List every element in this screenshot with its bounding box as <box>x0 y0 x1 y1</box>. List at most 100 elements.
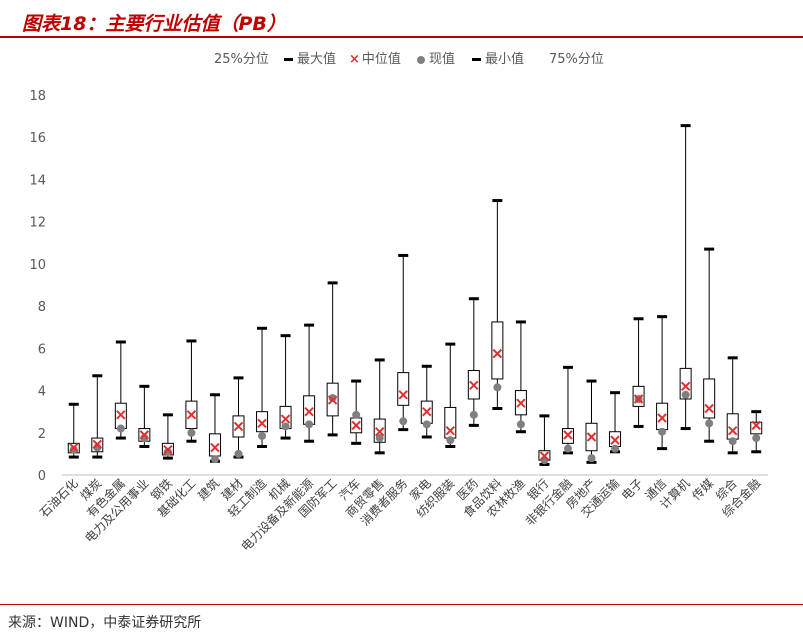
title-rule <box>0 36 803 38</box>
current-value-dot <box>563 444 572 453</box>
median-mark <box>163 444 173 455</box>
current-value-dot <box>69 445 78 454</box>
current-value-dot <box>163 447 172 456</box>
boxplot-chart: 024681012141618石油石化煤炭有色金属电力及公用事业钢铁基础化工建筑… <box>29 89 768 554</box>
page-title: 图表18：主要行业估值（PB） <box>22 13 286 35</box>
max-marker-icon <box>284 58 293 61</box>
x-mark-icon: × <box>349 52 360 67</box>
median-mark <box>92 439 103 450</box>
title-bar: 图表18：主要行业估值（PB） <box>0 0 803 38</box>
median-mark <box>422 406 432 417</box>
current-value-dot <box>658 427 667 436</box>
current-value-dot <box>375 434 384 443</box>
median-mark <box>186 410 197 420</box>
current-value-dot <box>305 420 314 429</box>
legend-current-label: 现值 <box>429 52 456 67</box>
legend-max-label: 最大值 <box>297 52 337 67</box>
legend-p25-label: 25%分位 <box>214 52 269 67</box>
iqr-box <box>750 421 763 435</box>
median-mark <box>633 394 644 404</box>
current-value-dot <box>258 431 267 440</box>
median-mark <box>257 418 267 428</box>
median-mark <box>116 410 126 420</box>
legend-p75: 75%分位 <box>549 48 604 67</box>
chart-legend: 25%分位 最大值 × 中位值 现值 最小值 75%分位 <box>0 48 803 68</box>
y-tick-label: 14 <box>29 173 46 188</box>
y-tick-label: 2 <box>38 427 46 442</box>
median-mark <box>563 430 573 440</box>
y-tick-label: 16 <box>29 131 46 146</box>
median-mark <box>539 451 550 461</box>
min-marker-icon <box>472 58 481 61</box>
median-mark <box>210 442 220 453</box>
median-mark <box>610 435 620 445</box>
current-value-dot <box>611 444 620 453</box>
iqr-box <box>256 411 269 433</box>
legend-median-label: 中位值 <box>361 52 401 67</box>
y-tick-label: 18 <box>29 89 46 104</box>
current-value-dot <box>422 420 431 429</box>
legend-p75-label: 75%分位 <box>549 52 604 67</box>
x-tick-label: 传媒 <box>689 476 717 504</box>
median-mark <box>304 406 314 417</box>
iqr-box <box>491 321 504 380</box>
median-mark <box>657 413 667 423</box>
current-value-dot <box>328 393 337 402</box>
legend-min: 最小值 <box>472 48 524 67</box>
current-value-dot <box>493 383 502 392</box>
current-value-dot <box>116 424 125 433</box>
median-mark <box>398 390 408 400</box>
iqr-box <box>726 413 739 440</box>
y-tick-label: 0 <box>38 469 46 484</box>
current-value-dot <box>752 434 761 443</box>
median-mark <box>280 414 291 424</box>
median-mark <box>586 432 597 442</box>
iqr-box <box>656 402 669 431</box>
median-mark <box>351 420 361 431</box>
current-value-dot <box>728 437 737 446</box>
median-mark <box>516 398 526 408</box>
iqr-box <box>397 372 410 406</box>
y-tick-label: 10 <box>29 258 46 273</box>
dot-icon <box>417 55 425 64</box>
y-tick-label: 4 <box>38 385 46 400</box>
y-tick-label: 6 <box>38 342 46 357</box>
iqr-box <box>679 367 692 400</box>
y-tick-label: 8 <box>38 300 46 315</box>
x-tick-label: 电子 <box>619 476 646 503</box>
footer-rule <box>0 604 803 605</box>
legend-current: 现值 <box>417 48 455 67</box>
current-value-dot <box>210 455 219 464</box>
source-note: 来源：WIND，中泰证券研究所 <box>8 615 202 631</box>
legend-median: × 中位值 <box>349 48 401 67</box>
median-mark <box>680 381 691 392</box>
current-value-dot <box>705 419 714 428</box>
current-value-dot <box>281 422 290 431</box>
x-tick-label: 建筑 <box>194 476 222 504</box>
median-mark <box>727 425 738 436</box>
current-value-dot <box>399 417 408 426</box>
median-mark <box>233 421 244 432</box>
median-mark <box>69 442 79 453</box>
current-value-dot <box>446 436 455 445</box>
median-mark <box>751 420 761 431</box>
iqr-box <box>303 395 316 425</box>
current-value-dot <box>234 449 243 458</box>
median-mark <box>492 348 503 359</box>
median-mark <box>139 430 150 440</box>
median-mark <box>704 403 714 414</box>
legend-max: 最大值 <box>284 48 336 67</box>
current-value-dot <box>469 410 478 419</box>
y-tick-label: 12 <box>29 216 46 231</box>
current-value-dot <box>587 454 596 463</box>
median-mark <box>445 425 456 436</box>
current-value-dot <box>187 428 196 437</box>
legend-min-label: 最小值 <box>485 52 525 67</box>
current-value-dot <box>681 390 690 399</box>
median-mark <box>327 395 338 405</box>
median-mark <box>469 380 479 390</box>
legend-p25: 25%分位 <box>214 48 269 67</box>
current-value-dot <box>352 410 361 419</box>
current-value-dot <box>516 420 525 429</box>
iqr-box <box>703 378 716 419</box>
